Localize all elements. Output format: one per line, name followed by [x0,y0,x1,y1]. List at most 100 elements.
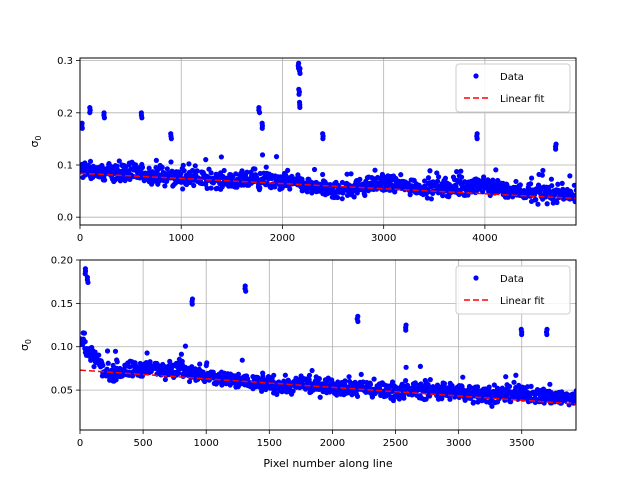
data-point [204,185,210,191]
data-point [535,201,541,207]
data-point [398,172,404,178]
data-point [116,158,122,164]
data-point [428,196,434,202]
data-point [367,381,374,388]
legend-label-fit: Linear fit [500,296,545,307]
data-point [567,173,573,179]
data-point-spike [297,104,303,110]
data-point-spike [320,136,326,142]
data-point [435,174,442,180]
data-point [113,377,119,383]
data-point [287,186,293,192]
data-point [427,377,433,383]
data-point [548,176,555,182]
data-point-spike [259,125,265,131]
data-point [100,362,106,369]
data-point [481,174,487,180]
data-point [306,372,313,379]
data-point [81,330,88,336]
data-point [571,182,576,188]
data-point [108,164,114,170]
data-point [539,172,545,178]
data-point [427,168,433,174]
data-point [434,382,441,388]
data-point [102,177,108,183]
x-tick-label: 1000 [168,233,193,244]
data-point [273,154,280,160]
data-point [423,396,429,402]
data-point [528,175,535,181]
x-tick-label: 3000 [371,233,396,244]
linear-fit-line [79,172,577,200]
data-point [208,185,214,191]
data-point [354,393,361,400]
data-point [272,184,278,190]
data-point [311,166,318,173]
x-axis-label: Pixel number along line [263,457,392,470]
data-point [401,395,407,401]
legend-label-data: Data [500,72,524,83]
data-point [110,362,116,368]
data-point-spike [139,115,145,121]
data-point [91,364,97,370]
y-tick-label: 0.05 [51,386,73,397]
data-point [180,186,186,192]
x-tick-label: 2000 [320,438,345,449]
data-point [371,376,377,382]
data-point [403,378,409,384]
legend: Data Linear fit [455,265,571,315]
data-point [220,173,226,180]
data-point-spike [101,115,107,121]
data-point [339,196,345,202]
data-point-spike [403,327,409,333]
data-point [474,384,481,390]
data-point [299,176,305,182]
data-point [221,167,227,174]
x-tick-label: 2000 [270,233,295,244]
data-point [316,376,322,382]
data-point [104,348,111,354]
data-point-spike [168,136,174,142]
data-point [162,376,168,383]
data-point [306,377,312,383]
data-point [263,164,269,170]
data-point [447,396,453,402]
data-point [532,395,538,401]
data-point [434,178,441,184]
data-point [114,359,120,365]
data-point [334,194,341,201]
data-point-spike [256,109,263,116]
legend-box [455,63,571,113]
data-point [290,388,296,394]
data-point [127,176,133,183]
data-point [351,194,357,200]
data-point [454,169,460,175]
data-point [489,403,495,409]
x-tick-label: 3000 [446,438,471,449]
data-point-spike [87,109,93,116]
x-tick-label: 1000 [193,438,218,449]
data-point [346,374,352,380]
data-point [554,199,560,206]
data-point-spike [544,331,550,338]
x-tick-label: 500 [134,438,153,449]
data-point [159,164,165,170]
data-point [471,399,477,405]
data-point-spike [474,136,480,142]
y-axis-label: σ0 [18,339,33,351]
data-point [424,195,430,201]
data-point [164,166,170,172]
data-point [208,170,214,176]
data-point [168,159,174,165]
y-tick-label: 0.10 [51,342,73,353]
y-tick-label: 0.3 [57,56,73,67]
data-point-spike [355,318,361,325]
data-point [139,164,146,171]
data-point [425,175,432,181]
data-point [458,168,464,174]
axes-frame [79,57,577,226]
data-point [357,176,363,182]
legend-box [455,265,571,315]
data-point [458,174,465,180]
data-point [182,343,189,349]
